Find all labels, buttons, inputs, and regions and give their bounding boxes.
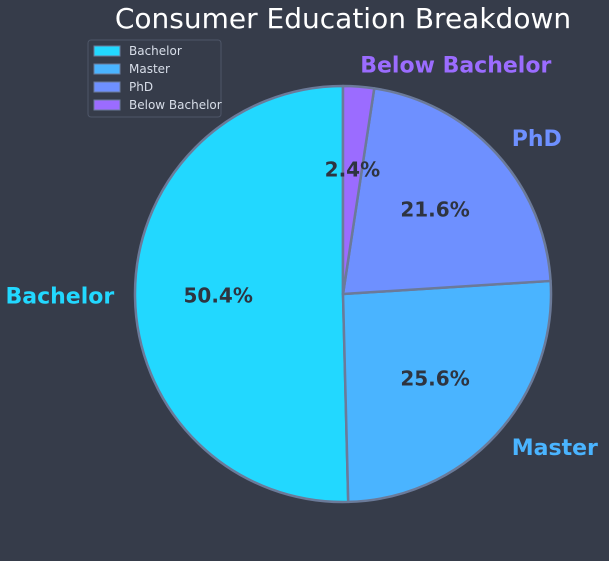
chart-title: Consumer Education Breakdown	[115, 2, 571, 35]
legend-swatch-below-bachelor	[93, 99, 121, 111]
legend-label-master: Master	[129, 62, 170, 76]
pie-slices	[133, 84, 553, 504]
legend-swatch-phd	[93, 81, 121, 93]
legend-swatch-bachelor	[93, 45, 121, 57]
legend-label-phd: PhD	[129, 80, 153, 94]
pct-label-master: 25.6%	[400, 366, 469, 390]
pct-label-bachelor: 50.4%	[184, 284, 253, 308]
legend-label-below-bachelor: Below Bachelor	[129, 98, 222, 112]
legend-frame	[87, 39, 222, 118]
category-label-below-bachelor: Below Bachelor	[360, 53, 551, 78]
category-label-phd: PhD	[512, 127, 562, 152]
slice-below-bachelor	[341, 84, 376, 296]
slice-phd	[341, 87, 552, 296]
legend: Bachelor Master PhD Below Bachelor	[87, 39, 222, 118]
slice-master	[341, 279, 553, 504]
category-label-bachelor: Bachelor	[5, 284, 114, 309]
pct-label-below-bachelor: 2.4%	[325, 158, 380, 182]
legend-swatch-master	[93, 63, 121, 75]
slice-bachelor	[133, 84, 350, 504]
legend-label-bachelor: Bachelor	[129, 44, 182, 58]
pie-labels: 50.4% Bachelor 25.6% Master 21.6% PhD 2.4% Belo…	[5, 53, 598, 461]
pct-label-phd: 21.6%	[400, 198, 469, 222]
category-label-master: Master	[512, 436, 598, 461]
